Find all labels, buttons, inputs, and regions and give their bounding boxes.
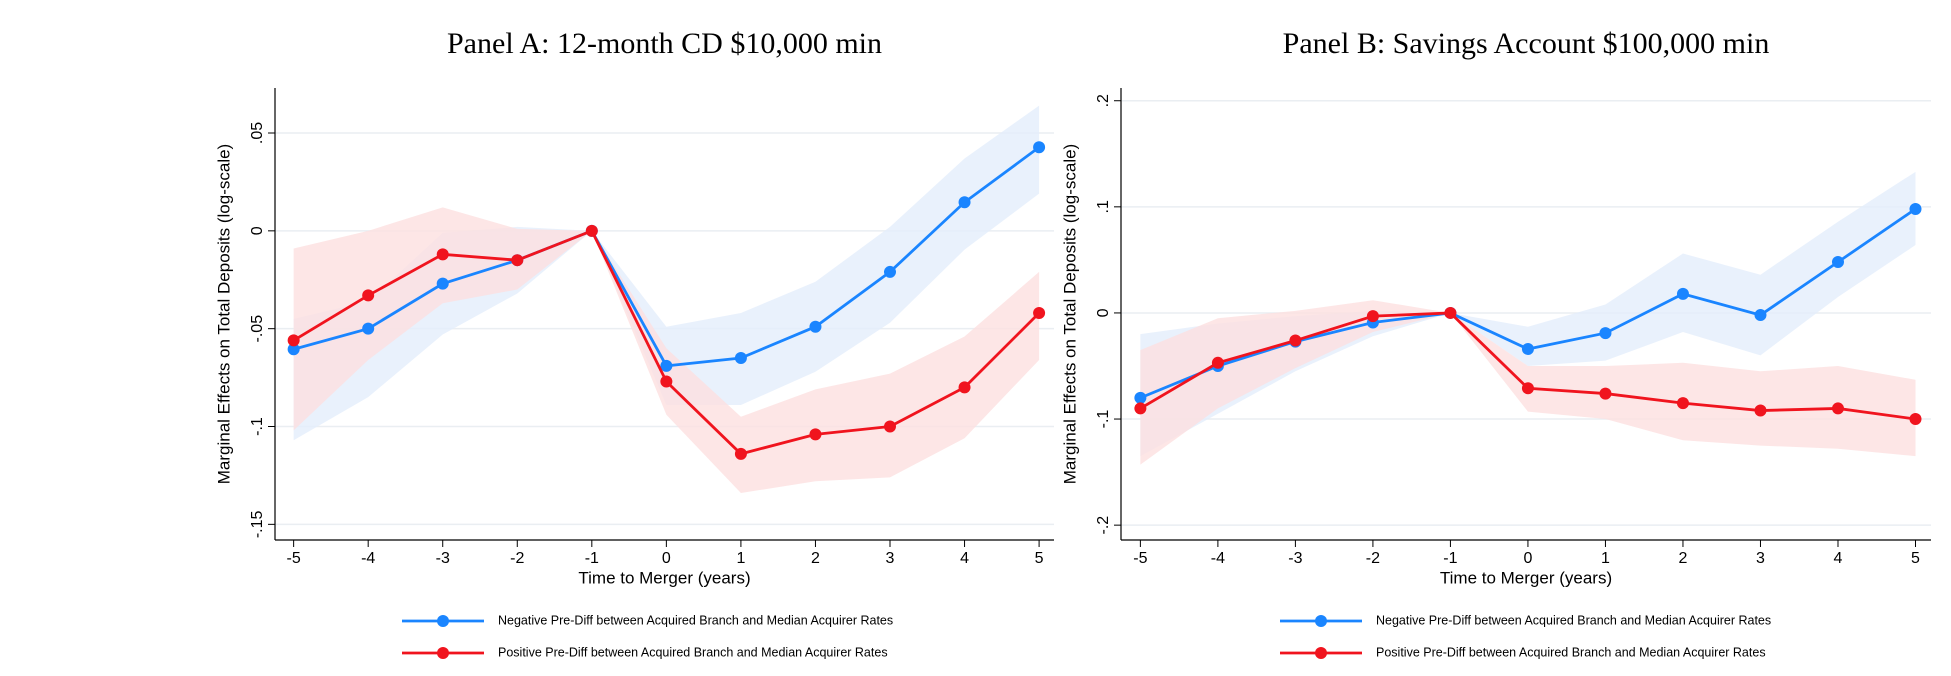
panel-title: Panel A: 12-month CD $10,000 min [447, 27, 882, 60]
x-tick-label: -4 [361, 550, 375, 567]
x-tick-label: -1 [585, 550, 599, 567]
data-point [734, 447, 747, 460]
x-tick-label: 4 [1834, 550, 1843, 567]
y-tick-label: -.2 [1095, 516, 1112, 535]
x-tick-label: 0 [662, 550, 671, 567]
x-tick-label: -1 [1443, 550, 1457, 567]
y-axis-label: Marginal Effects on Total Deposits (log-… [214, 144, 233, 484]
data-point [511, 254, 524, 267]
data-point [884, 420, 896, 433]
y-tick-label: .2 [1095, 94, 1112, 107]
y-tick-label: .05 [249, 122, 266, 144]
legend-marker [437, 647, 449, 659]
x-tick-label: -3 [1288, 550, 1302, 567]
legend-marker [1315, 647, 1327, 659]
x-tick-label: 1 [1601, 550, 1610, 567]
data-point [1134, 391, 1147, 404]
x-tick-label: 2 [811, 550, 820, 567]
data-point [436, 277, 449, 290]
data-point [585, 224, 598, 237]
data-point [1676, 287, 1689, 300]
data-point [1211, 356, 1224, 369]
x-tick-label: -2 [510, 550, 524, 567]
y-axis-label: Marginal Effects on Total Deposits (log-… [1060, 144, 1079, 484]
data-point [1521, 343, 1534, 356]
legend-marker [437, 615, 449, 627]
y-tick-label: -.05 [249, 315, 266, 343]
x-tick-label: -2 [1366, 550, 1380, 567]
data-point [1033, 307, 1046, 320]
y-tick-label: -.1 [1095, 410, 1112, 429]
data-point [1366, 310, 1379, 323]
data-point [1909, 202, 1922, 215]
panel-title: Panel B: Savings Account $100,000 min [1283, 27, 1770, 60]
data-point [958, 381, 971, 394]
y-tick-label: .1 [1095, 200, 1112, 213]
x-tick-label: 3 [886, 550, 895, 567]
data-point [362, 322, 375, 335]
x-tick-label: 5 [1911, 550, 1920, 567]
x-tick-label: -5 [1133, 550, 1147, 567]
data-point [1289, 334, 1302, 347]
x-tick-label: -4 [1211, 550, 1225, 567]
data-point [1599, 327, 1612, 340]
data-point [660, 375, 673, 388]
data-point [1134, 402, 1147, 415]
y-tick-label: 0 [1095, 308, 1112, 317]
legend-marker [1315, 615, 1327, 627]
data-point [1676, 397, 1689, 410]
x-axis-label: Time to Merger (years) [1440, 568, 1612, 587]
data-point [1033, 141, 1046, 154]
confidence-band [293, 207, 1040, 494]
data-point [362, 289, 375, 302]
data-point [1754, 404, 1767, 417]
x-tick-label: -5 [287, 550, 301, 567]
data-point [1521, 382, 1534, 395]
x-tick-label: 0 [1523, 550, 1532, 567]
x-tick-label: 4 [960, 550, 969, 567]
data-point [1831, 256, 1844, 269]
y-tick-label: -.1 [249, 417, 266, 436]
data-point [1444, 306, 1457, 319]
legend-label: Negative Pre-Diff between Acquired Branc… [498, 613, 893, 627]
x-tick-label: 2 [1679, 550, 1688, 567]
x-axis-label: Time to Merger (years) [578, 568, 750, 587]
y-tick-label: -.15 [249, 510, 266, 538]
legend-label: Positive Pre-Diff between Acquired Branc… [1376, 645, 1766, 659]
data-point [884, 265, 896, 278]
data-point [287, 334, 300, 347]
legend-label: Positive Pre-Diff between Acquired Branc… [498, 645, 888, 659]
x-tick-label: 5 [1035, 550, 1044, 567]
x-tick-label: 1 [736, 550, 745, 567]
x-tick-label: -3 [436, 550, 450, 567]
data-point [809, 428, 822, 441]
y-tick-label: 0 [249, 226, 266, 235]
data-point [1909, 413, 1922, 426]
legend-label: Negative Pre-Diff between Acquired Branc… [1376, 613, 1771, 627]
data-point [958, 196, 971, 209]
data-point [1599, 387, 1612, 400]
x-tick-label: 3 [1756, 550, 1765, 567]
data-point [1831, 402, 1844, 415]
data-point [660, 359, 673, 372]
data-point [436, 248, 449, 261]
data-point [287, 343, 300, 356]
data-point [809, 320, 822, 333]
data-point [734, 352, 747, 365]
data-point [1754, 309, 1767, 322]
